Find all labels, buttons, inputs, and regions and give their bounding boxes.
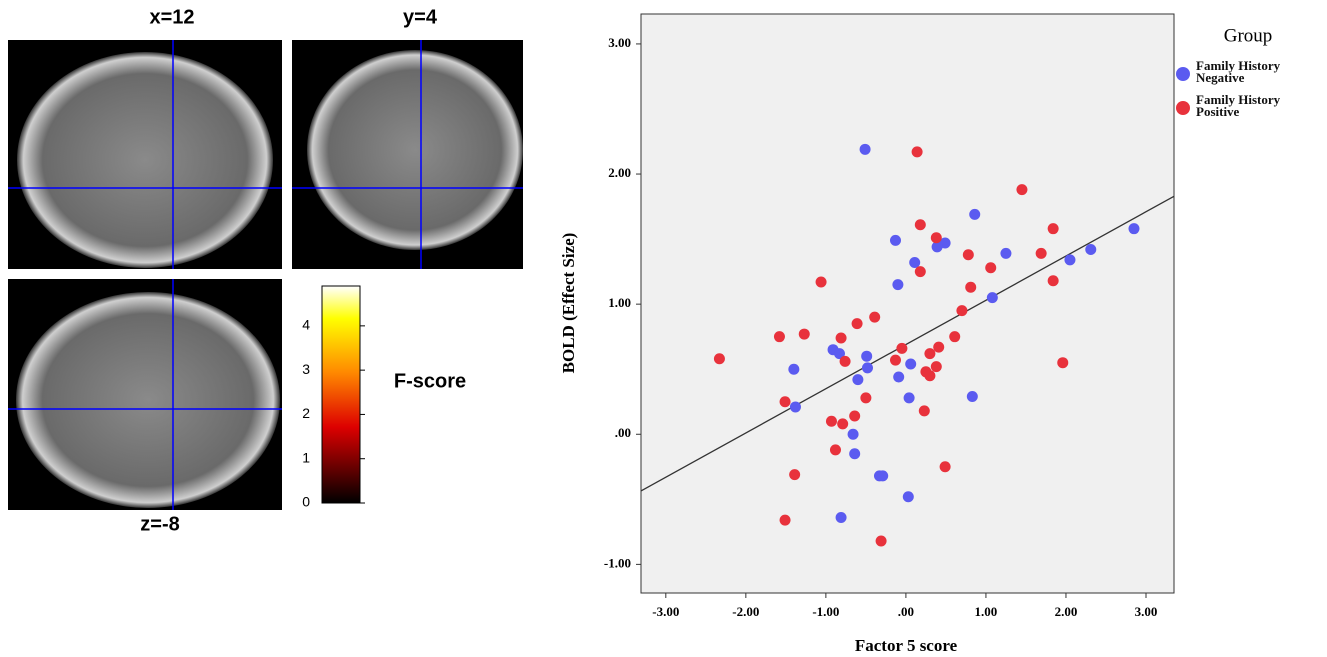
brain-axial: [8, 279, 282, 510]
point: [826, 416, 837, 427]
plot-area: [641, 14, 1174, 593]
y-tick-label: 1: [302, 449, 310, 465]
point: [774, 331, 785, 342]
point: [852, 318, 863, 329]
point: [860, 392, 871, 403]
x-tick-label: 1.00: [975, 604, 998, 619]
point: [931, 361, 942, 372]
point: [816, 277, 827, 288]
x-tick-label: 3.00: [1135, 604, 1158, 619]
colorbar: [322, 286, 360, 503]
point: [912, 146, 923, 157]
point: [789, 469, 800, 480]
point: [830, 444, 841, 455]
point: [924, 348, 935, 359]
x-tick-label: -2.00: [732, 604, 759, 619]
point: [924, 370, 935, 381]
point: [837, 418, 848, 429]
point: [1048, 275, 1059, 286]
point: [892, 279, 903, 290]
point: [890, 235, 901, 246]
point: [956, 305, 967, 316]
point: [1000, 248, 1011, 259]
point: [933, 342, 944, 353]
figure: x=12 y=4 z=-8 F-score Factor 5 score BOL…: [0, 0, 1327, 657]
legend-marker: [1176, 101, 1190, 115]
legend-label: Family History Positive: [1196, 94, 1321, 118]
point: [905, 359, 916, 370]
point: [1064, 254, 1075, 265]
y-tick-label: 4: [302, 317, 310, 333]
point: [1036, 248, 1047, 259]
y-tick-label: 0: [302, 494, 310, 510]
point: [903, 491, 914, 502]
point: [893, 372, 904, 383]
y-tick-label: 3.00: [608, 35, 631, 50]
y-tick-label: 2.00: [608, 165, 631, 180]
point: [714, 353, 725, 364]
point: [869, 312, 880, 323]
point: [788, 364, 799, 375]
colorbar-label: F-score: [394, 370, 466, 392]
point: [876, 535, 887, 546]
point: [967, 391, 978, 402]
point: [896, 343, 907, 354]
point: [849, 448, 860, 459]
point: [969, 209, 980, 220]
point: [1128, 223, 1139, 234]
point: [904, 392, 915, 403]
point: [799, 329, 810, 340]
point: [852, 374, 863, 385]
point: [877, 470, 888, 481]
legend-title: Group: [1224, 25, 1273, 46]
y-tick-label: 3: [302, 361, 310, 377]
point: [840, 356, 851, 367]
y-tick-label: 1.00: [608, 295, 631, 310]
brain-coronal: [292, 40, 523, 269]
point: [890, 355, 901, 366]
chart: x=12 y=4 z=-8 F-score Factor 5 score BOL…: [0, 0, 1327, 657]
point: [909, 257, 920, 268]
point: [915, 219, 926, 230]
x-tick-label: -3.00: [652, 604, 679, 619]
point: [1016, 184, 1027, 195]
point: [1048, 223, 1059, 234]
point: [836, 332, 847, 343]
legend-marker: [1176, 67, 1190, 81]
point: [1057, 357, 1068, 368]
x-tick-label: .00: [898, 604, 914, 619]
point: [919, 405, 930, 416]
panel-title: x=12: [149, 6, 194, 28]
point: [848, 429, 859, 440]
point: [949, 331, 960, 342]
point: [987, 292, 998, 303]
point: [963, 249, 974, 260]
point: [861, 351, 872, 362]
panel-title: z=-8: [140, 513, 179, 535]
x-tick-label: -1.00: [812, 604, 839, 619]
brain-sagittal: [8, 40, 282, 269]
point: [849, 411, 860, 422]
x-tick-label: 2.00: [1055, 604, 1078, 619]
point: [790, 401, 801, 412]
point: [940, 461, 951, 472]
point: [836, 512, 847, 523]
point: [985, 262, 996, 273]
point: [1085, 244, 1096, 255]
point: [780, 396, 791, 407]
point: [965, 282, 976, 293]
x-axis-label: Factor 5 score: [855, 636, 958, 655]
point: [860, 144, 871, 155]
point: [931, 232, 942, 243]
y-tick-label: -1.00: [604, 555, 631, 570]
panel-title: y=4: [403, 6, 438, 28]
y-tick-label: 2: [302, 405, 310, 421]
legend-label: Family History Negative: [1196, 60, 1321, 84]
point: [780, 515, 791, 526]
y-tick-label: .00: [615, 425, 631, 440]
y-axis-label: BOLD (Effect Size): [559, 233, 578, 374]
point: [862, 362, 873, 373]
point: [915, 266, 926, 277]
